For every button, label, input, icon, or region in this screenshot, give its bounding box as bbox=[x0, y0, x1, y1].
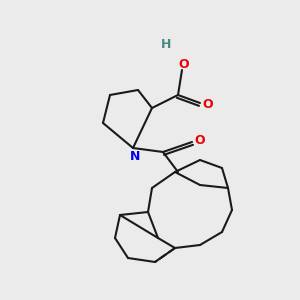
Text: O: O bbox=[195, 134, 205, 146]
Text: O: O bbox=[179, 58, 189, 71]
Text: N: N bbox=[130, 149, 140, 163]
Text: H: H bbox=[161, 38, 171, 50]
Text: O: O bbox=[203, 98, 213, 112]
